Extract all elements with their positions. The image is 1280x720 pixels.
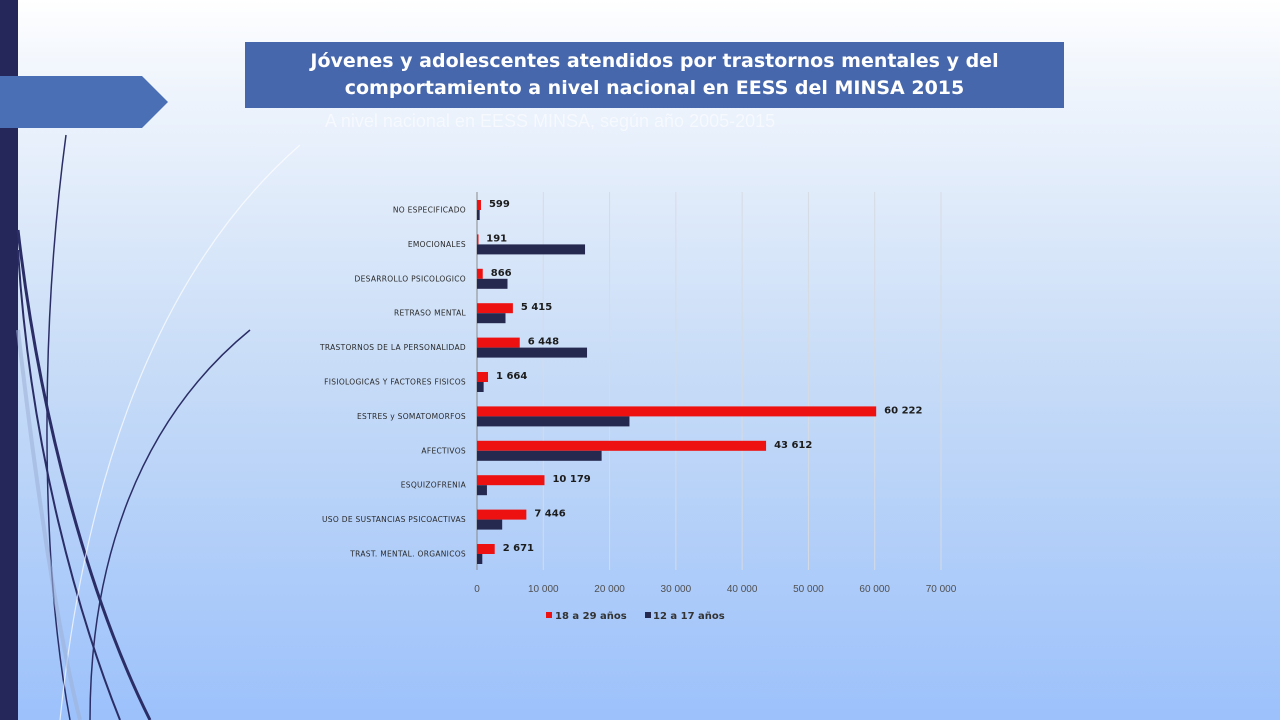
- x-tick-label: 50 000: [793, 584, 824, 595]
- bar-18-29: [477, 509, 527, 520]
- data-label: 191: [486, 233, 507, 244]
- category-label: RETRASO MENTAL: [394, 309, 466, 318]
- category-label: NO ESPECIFICADO: [393, 206, 466, 215]
- bar-12-17: [477, 416, 630, 427]
- legend-swatch-18-29: [546, 612, 552, 618]
- bar-12-17: [477, 210, 480, 220]
- bar-18-29: [477, 475, 545, 486]
- category-label: DESARROLLO PSICOLOGICO: [355, 274, 466, 283]
- legend: 18 a 29 años 12 a 17 años: [546, 611, 725, 622]
- data-labels: 599 191 866 5 415 6 448 1 664 60 222 43 612 10 1…: [486, 199, 922, 554]
- category-label: TRASTORNOS DE LA PERSONALIDAD: [319, 343, 466, 352]
- slide-title: Jóvenes y adolescentes atendidos por tra…: [245, 42, 1064, 108]
- x-tick-label: 30 000: [661, 584, 692, 595]
- category-label: TRAST. MENTAL. ORGANICOS: [349, 550, 466, 559]
- data-label: 1 664: [496, 371, 527, 382]
- data-label: 6 448: [528, 337, 559, 348]
- data-label: 7 446: [534, 509, 565, 520]
- bar-18-29: [477, 337, 520, 348]
- x-tick-label: 60 000: [859, 584, 890, 595]
- bar-12-17: [477, 382, 484, 392]
- legend-swatch-12-17: [645, 612, 651, 618]
- category-label: EMOCIONALES: [408, 240, 466, 249]
- ghost-subtitle: A nivel nacional en EESS MINSA, según añ…: [324, 111, 776, 131]
- bar-12-17: [477, 485, 487, 496]
- gridlines: [476, 192, 942, 570]
- decorative-curves: [16, 134, 301, 720]
- bar-18-29: [477, 544, 495, 554]
- left-accent-bar: [0, 0, 18, 720]
- category-label: FISIOLOGICAS Y FACTORES FISICOS: [324, 378, 466, 387]
- bar-18-29: [477, 303, 513, 314]
- x-tick-label: 40 000: [727, 584, 758, 595]
- bars: [477, 200, 877, 564]
- bar-18-29: [477, 440, 767, 451]
- x-tick-label: 70 000: [926, 584, 957, 595]
- bar-12-17: [477, 313, 506, 324]
- legend-label-12-17: 12 a 17 años: [653, 611, 725, 622]
- x-tick-label: 20 000: [594, 584, 625, 595]
- bar-18-29: [477, 234, 479, 245]
- bar-12-17: [477, 347, 588, 358]
- data-label: 599: [489, 199, 510, 210]
- category-label: ESQUIZOFRENIA: [401, 481, 467, 490]
- bar-12-17: [477, 519, 503, 530]
- data-label: 2 671: [503, 543, 534, 554]
- category-label: AFECTIVOS: [421, 446, 466, 455]
- bar-18-29: [477, 268, 483, 279]
- data-label: 5 415: [521, 302, 552, 313]
- bar-12-17: [477, 278, 508, 289]
- x-tick-labels: 0 10 000 20 000 30 000 40 000 50 000 60 000 70 …: [474, 584, 957, 595]
- data-label: 10 179: [552, 474, 590, 485]
- arrow-shape: [0, 76, 168, 128]
- bar-18-29: [477, 406, 877, 417]
- category-labels: NO ESPECIFICADO EMOCIONALES DESARROLLO PSI…: [319, 206, 467, 559]
- legend-label-18-29: 18 a 29 años: [555, 611, 627, 622]
- bar-18-29: [477, 200, 481, 210]
- category-label: USO DE SUSTANCIAS PSICOACTIVAS: [322, 515, 466, 524]
- bar-12-17: [477, 554, 483, 564]
- bar-12-17: [477, 244, 586, 255]
- data-label: 60 222: [884, 405, 922, 416]
- x-tick-label: 10 000: [528, 584, 559, 595]
- category-label: ESTRES y SOMATOMORFOS: [357, 412, 466, 421]
- bar-12-17: [477, 450, 602, 461]
- data-label: 43 612: [774, 440, 812, 451]
- data-label: 866: [491, 268, 512, 279]
- bar-18-29: [477, 372, 489, 382]
- x-tick-label: 0: [474, 584, 480, 595]
